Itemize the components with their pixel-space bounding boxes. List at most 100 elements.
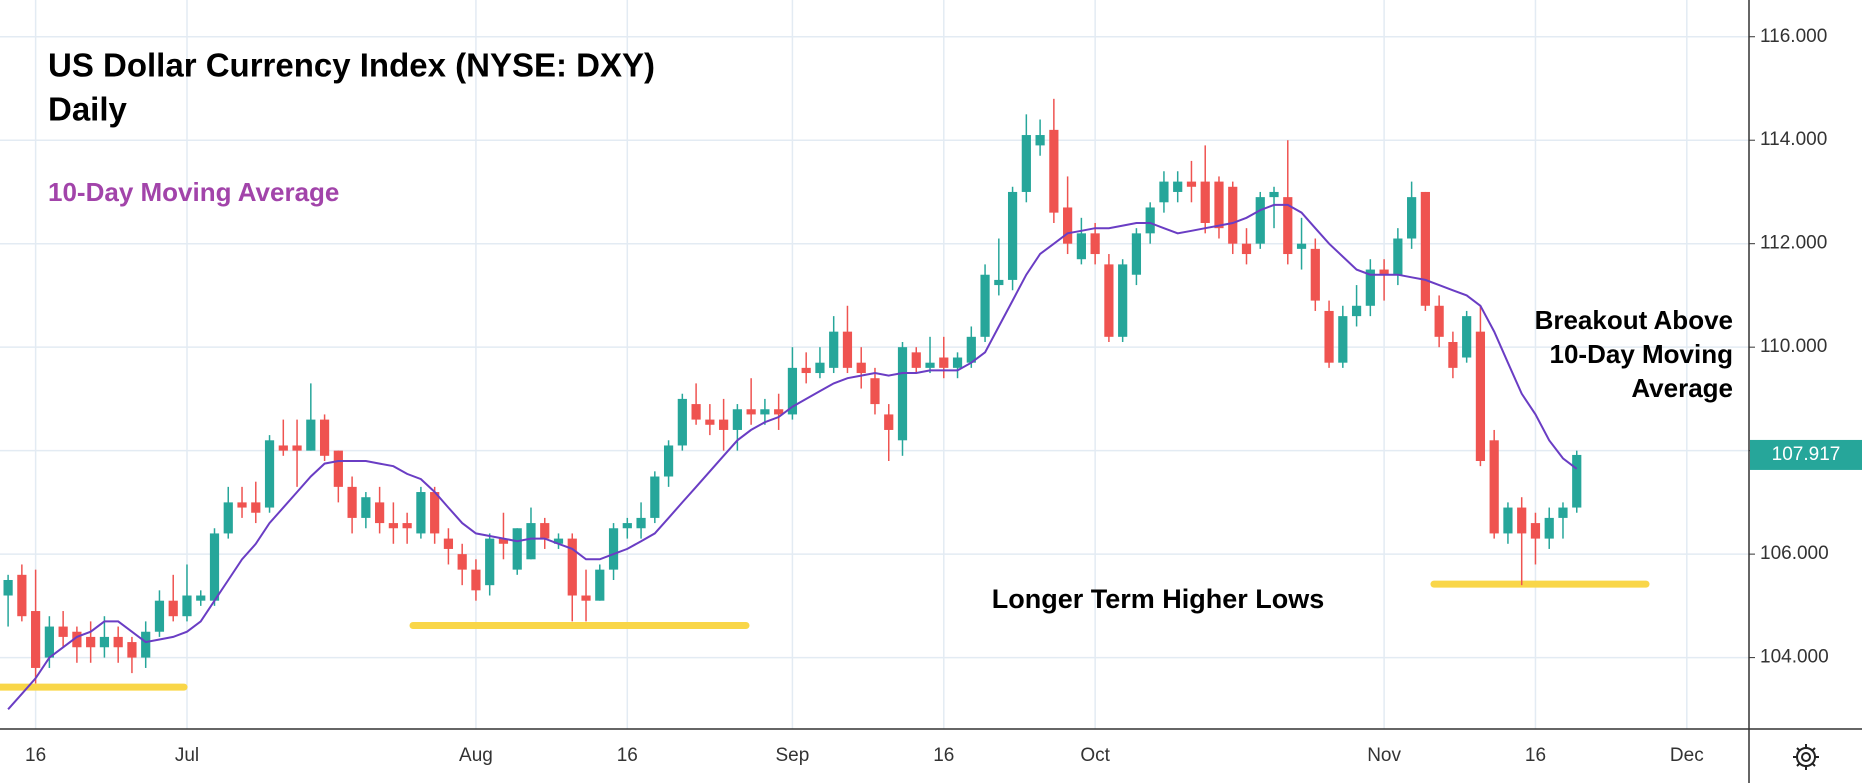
chart-title: US Dollar Currency Index (NYSE: DXY) [48, 47, 655, 84]
x-tick-label: Aug [459, 745, 493, 766]
x-tick-label: 16 [617, 745, 638, 766]
candle-body [113, 636, 123, 648]
x-tick-label: 16 [933, 745, 954, 766]
candle-body [1214, 181, 1224, 229]
annotation-lows: Longer Term Higher Lows [992, 584, 1325, 614]
candle-body [1434, 305, 1444, 337]
candle-body [1379, 269, 1389, 275]
candle-body [829, 331, 839, 368]
last-price-label: 107.917 [1772, 444, 1841, 465]
candle-body [1365, 269, 1375, 306]
candle-body [1530, 523, 1541, 539]
candle-body [1489, 440, 1499, 534]
y-tick-label: 114.000 [1760, 129, 1827, 150]
candle-body [485, 538, 495, 586]
candle-body [787, 367, 798, 415]
candle-body [553, 538, 564, 544]
candle-body [540, 523, 550, 539]
candle-body [884, 414, 894, 430]
candle-body [1283, 197, 1293, 255]
gear-hub [1801, 752, 1811, 762]
candle-body [1145, 207, 1155, 234]
candle-body [663, 445, 674, 477]
candles [3, 98, 1582, 684]
candle-body [1324, 310, 1334, 363]
candle-body [966, 336, 976, 363]
candle-body [567, 538, 577, 596]
candle-body [1572, 454, 1582, 508]
candle-body [1517, 507, 1527, 534]
x-tick-label: 16 [1525, 745, 1546, 766]
candle-body [127, 642, 137, 658]
candle-body [251, 502, 261, 513]
candle-body [333, 450, 343, 487]
annotation-breakout: Breakout Above [1535, 305, 1733, 335]
candle-body [237, 502, 247, 508]
candle-body [1021, 135, 1031, 192]
candle-body [1228, 186, 1238, 244]
grid [0, 0, 1749, 729]
candle-body [1310, 248, 1320, 301]
x-tick-label: Jul [175, 745, 199, 766]
candle-body [595, 569, 605, 601]
candle-body [3, 579, 13, 596]
candle-body [705, 419, 715, 425]
annotation-breakout: 10-Day Moving [1550, 339, 1734, 369]
candle-body [1503, 507, 1513, 534]
candle-body [306, 419, 316, 451]
candle-body [209, 533, 220, 601]
candle-body [99, 636, 110, 648]
candle-body [746, 409, 756, 415]
candle-body [72, 631, 82, 648]
candle-body [1076, 233, 1086, 260]
chart-subtitle: Daily [48, 91, 128, 128]
axes: 104.000106.000108.000110.000112.000114.0… [25, 26, 1862, 766]
y-tick-label: 116.000 [1760, 26, 1827, 47]
settings-icon[interactable] [1793, 744, 1819, 770]
candle-body [526, 523, 536, 560]
candle-body [457, 554, 467, 570]
y-tick-label: 104.000 [1760, 647, 1829, 668]
price-axis-panel [1749, 0, 1862, 783]
candle-body [182, 595, 192, 617]
y-tick-label: 112.000 [1760, 233, 1827, 254]
candle-body [196, 595, 206, 601]
candle-body [361, 497, 371, 518]
candle-body [939, 357, 949, 368]
candle-body [416, 492, 426, 534]
candle-body [774, 409, 784, 415]
candle-body [223, 502, 233, 534]
last-price-tag [1750, 439, 1862, 470]
candle-body [1420, 191, 1430, 306]
candle-body [1063, 207, 1073, 244]
candle-body [264, 440, 275, 508]
x-tick-label: Nov [1367, 745, 1401, 766]
x-tick-label: Oct [1080, 745, 1110, 766]
candle-body [581, 595, 591, 601]
gear-teeth [1793, 744, 1819, 770]
candle-body [1241, 243, 1252, 255]
candle-body [471, 569, 481, 591]
candle-body [375, 502, 385, 524]
candle-body [1544, 517, 1554, 539]
candle-body [1255, 197, 1265, 244]
candle-body [1035, 135, 1045, 146]
x-tick-label: Sep [776, 745, 810, 766]
x-tick-label: Dec [1670, 745, 1704, 766]
candle-body [677, 398, 687, 446]
candle-body [719, 419, 729, 430]
candle-body [1338, 316, 1348, 363]
candle-body [154, 600, 165, 632]
candle-body [388, 523, 398, 529]
candle-body [1448, 341, 1458, 368]
moving-average-line [7, 203, 1578, 710]
candle-body [622, 523, 632, 529]
candle-body [17, 574, 27, 617]
candle-body [31, 611, 41, 668]
candle-body [1186, 181, 1197, 187]
candle-body [1049, 129, 1059, 213]
candle-body [1104, 264, 1114, 337]
candle-body [319, 419, 330, 456]
candle-body [141, 631, 151, 658]
